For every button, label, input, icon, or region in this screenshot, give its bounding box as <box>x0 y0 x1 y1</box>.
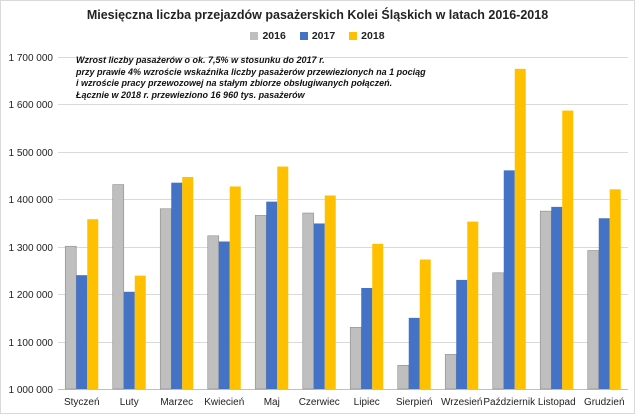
annotation-line-2: przy prawie 4% wzroście wskaźnika liczby… <box>76 66 426 77</box>
bar-2016 <box>349 327 362 390</box>
y-tick-label: 1 100 000 <box>9 338 54 349</box>
bar-2018 <box>324 195 336 389</box>
legend-label-2018: 2018 <box>361 30 385 42</box>
bar-2018 <box>87 219 99 389</box>
x-tick-label: Styczeń <box>64 397 100 408</box>
y-tick-label: 1 600 000 <box>9 100 54 111</box>
bar-2017 <box>551 206 563 389</box>
bar-2017 <box>218 241 230 389</box>
bar-2018 <box>372 243 384 389</box>
bar-2018 <box>277 166 289 389</box>
annotation-line-1: Wzrost liczby pasażerów o ok. 7,5% w sto… <box>76 55 325 65</box>
x-tick-label: Czerwiec <box>299 397 340 408</box>
y-tick-label: 1 200 000 <box>9 290 54 301</box>
legend-swatch-2017 <box>299 32 308 40</box>
bar-2016 <box>159 208 172 390</box>
bar-2018 <box>562 110 574 389</box>
x-tick-label: Listopad <box>538 397 576 408</box>
x-tick-label: Marzec <box>160 397 193 408</box>
x-tick-label: Maj <box>264 397 280 408</box>
y-tick-label: 1 000 000 <box>9 385 54 396</box>
bar-2016 <box>112 184 125 390</box>
bar-2016 <box>397 364 410 390</box>
x-tick-label: Luty <box>120 397 139 408</box>
bar-2017 <box>361 287 373 389</box>
legend-item-2018: 2018 <box>349 30 385 42</box>
x-tick-label: Październik <box>483 397 536 408</box>
y-tick-label: 1 400 000 <box>9 195 54 206</box>
chart-title: Miesięczna liczba przejazdów pasażerskic… <box>86 8 549 22</box>
y-tick-label: 1 300 000 <box>9 243 54 254</box>
bar-2017 <box>171 182 183 389</box>
legend: 2016 2017 2018 <box>0 30 635 42</box>
x-tick-label: Grudzień <box>584 397 625 408</box>
legend-swatch-2016 <box>250 32 259 40</box>
bar-2017 <box>313 223 325 389</box>
bar-2017 <box>456 279 468 389</box>
bar-2016 <box>539 210 552 390</box>
bar-2016 <box>587 250 600 390</box>
bar-2018 <box>134 275 146 389</box>
bar-2017 <box>598 218 610 389</box>
legend-label-2016: 2016 <box>262 30 286 42</box>
legend-label-2017: 2017 <box>311 30 336 42</box>
bar-2018 <box>514 68 526 389</box>
bar-2018 <box>419 259 431 389</box>
bar-2017 <box>76 275 88 389</box>
bar-2016 <box>302 212 315 390</box>
bar-2018 <box>182 176 194 389</box>
bar-2017 <box>503 170 515 389</box>
annotation-line-3: i wzroście pracy przewozowej na stałym z… <box>76 78 393 89</box>
bar-2018 <box>229 186 241 389</box>
x-tick-label: Wrzesień <box>441 397 483 408</box>
y-tick-label: 1 700 000 <box>9 53 54 64</box>
bar-2016 <box>64 245 77 390</box>
legend-item-2016: 2016 <box>250 30 286 42</box>
bar-2018 <box>467 221 479 389</box>
x-tick-label: Sierpień <box>396 397 433 408</box>
bar-2016 <box>444 354 457 390</box>
bar-2017 <box>408 317 420 389</box>
x-tick-label: Kwiecień <box>204 397 244 408</box>
bar-2017 <box>266 201 278 389</box>
annotation-line-4: Łącznie w 2018 r. przewieziono 16 960 ty… <box>76 89 305 100</box>
legend-item-2017: 2017 <box>299 30 336 42</box>
bar-2018 <box>609 189 621 389</box>
x-tick-label: Lipiec <box>354 397 380 408</box>
y-tick-label: 1 500 000 <box>9 148 54 159</box>
legend-swatch-2018 <box>349 32 358 40</box>
bar-2016 <box>254 215 267 390</box>
bar-2016 <box>492 272 505 390</box>
bar-2016 <box>207 235 220 390</box>
bar-2017 <box>123 291 135 389</box>
chart-annotation: Wzrost liczby pasażerów o ok. 7,5% w sto… <box>76 55 436 101</box>
